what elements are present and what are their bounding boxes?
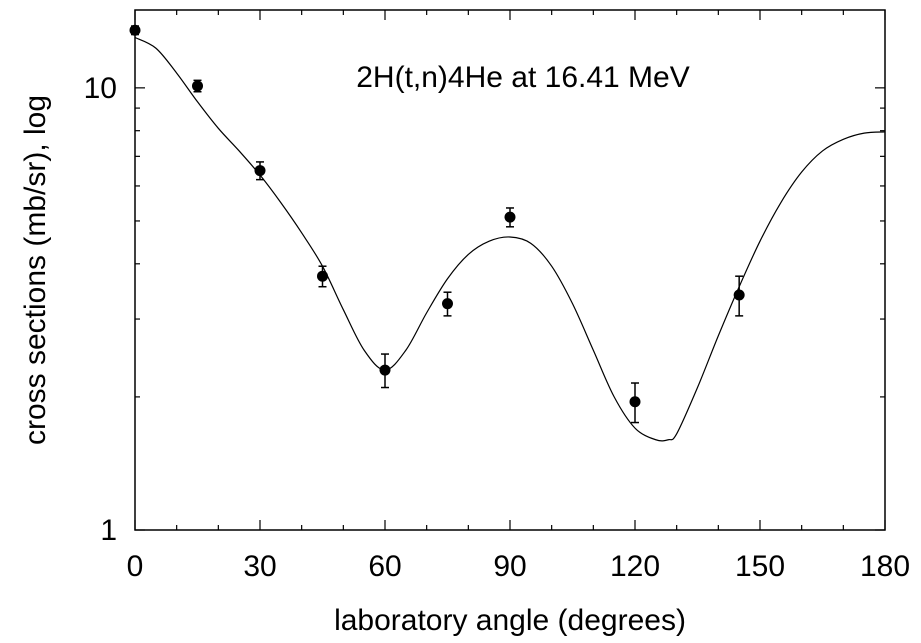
data-point-group bbox=[254, 161, 266, 181]
y-tick-label: 1 bbox=[100, 514, 117, 547]
x-tick-label: 150 bbox=[735, 550, 785, 583]
chart-annotation: 2H(t,n)4He at 16.41 MeV bbox=[356, 61, 690, 94]
y-tick-label: 10 bbox=[84, 72, 117, 105]
data-point-group bbox=[317, 265, 328, 288]
data-point-group bbox=[129, 24, 141, 36]
data-point-group bbox=[442, 291, 453, 317]
x-tick-labels: 0 30 60 90 120 150 180 bbox=[127, 550, 910, 583]
data-point bbox=[129, 24, 141, 36]
x-tick-label: 0 bbox=[127, 550, 144, 583]
x-tick-label: 180 bbox=[860, 550, 910, 583]
x-tick-label: 30 bbox=[243, 550, 276, 583]
tick-marks bbox=[134, 10, 886, 531]
data-point bbox=[379, 364, 391, 376]
data-point-group bbox=[629, 382, 641, 424]
data-point-group bbox=[379, 353, 391, 389]
fit-curve bbox=[134, 36, 886, 442]
data-point bbox=[629, 396, 641, 408]
x-axis-title: laboratory angle (degrees) bbox=[334, 604, 686, 637]
data-point bbox=[317, 270, 328, 282]
y-tick-labels: 1 10 bbox=[84, 72, 117, 547]
data-point bbox=[192, 80, 203, 92]
data-point bbox=[442, 298, 453, 310]
data-point-group bbox=[733, 275, 745, 317]
data-point bbox=[254, 165, 266, 177]
x-tick-label: 120 bbox=[610, 550, 660, 583]
data-point-group bbox=[192, 79, 203, 93]
data-points bbox=[129, 24, 745, 424]
x-tick-label: 60 bbox=[368, 550, 401, 583]
y-axis-title: cross sections (mb/sr), log bbox=[19, 95, 52, 445]
data-point bbox=[504, 211, 516, 223]
data-point bbox=[733, 289, 745, 301]
x-tick-label: 90 bbox=[493, 550, 526, 583]
data-point-group bbox=[504, 207, 516, 228]
